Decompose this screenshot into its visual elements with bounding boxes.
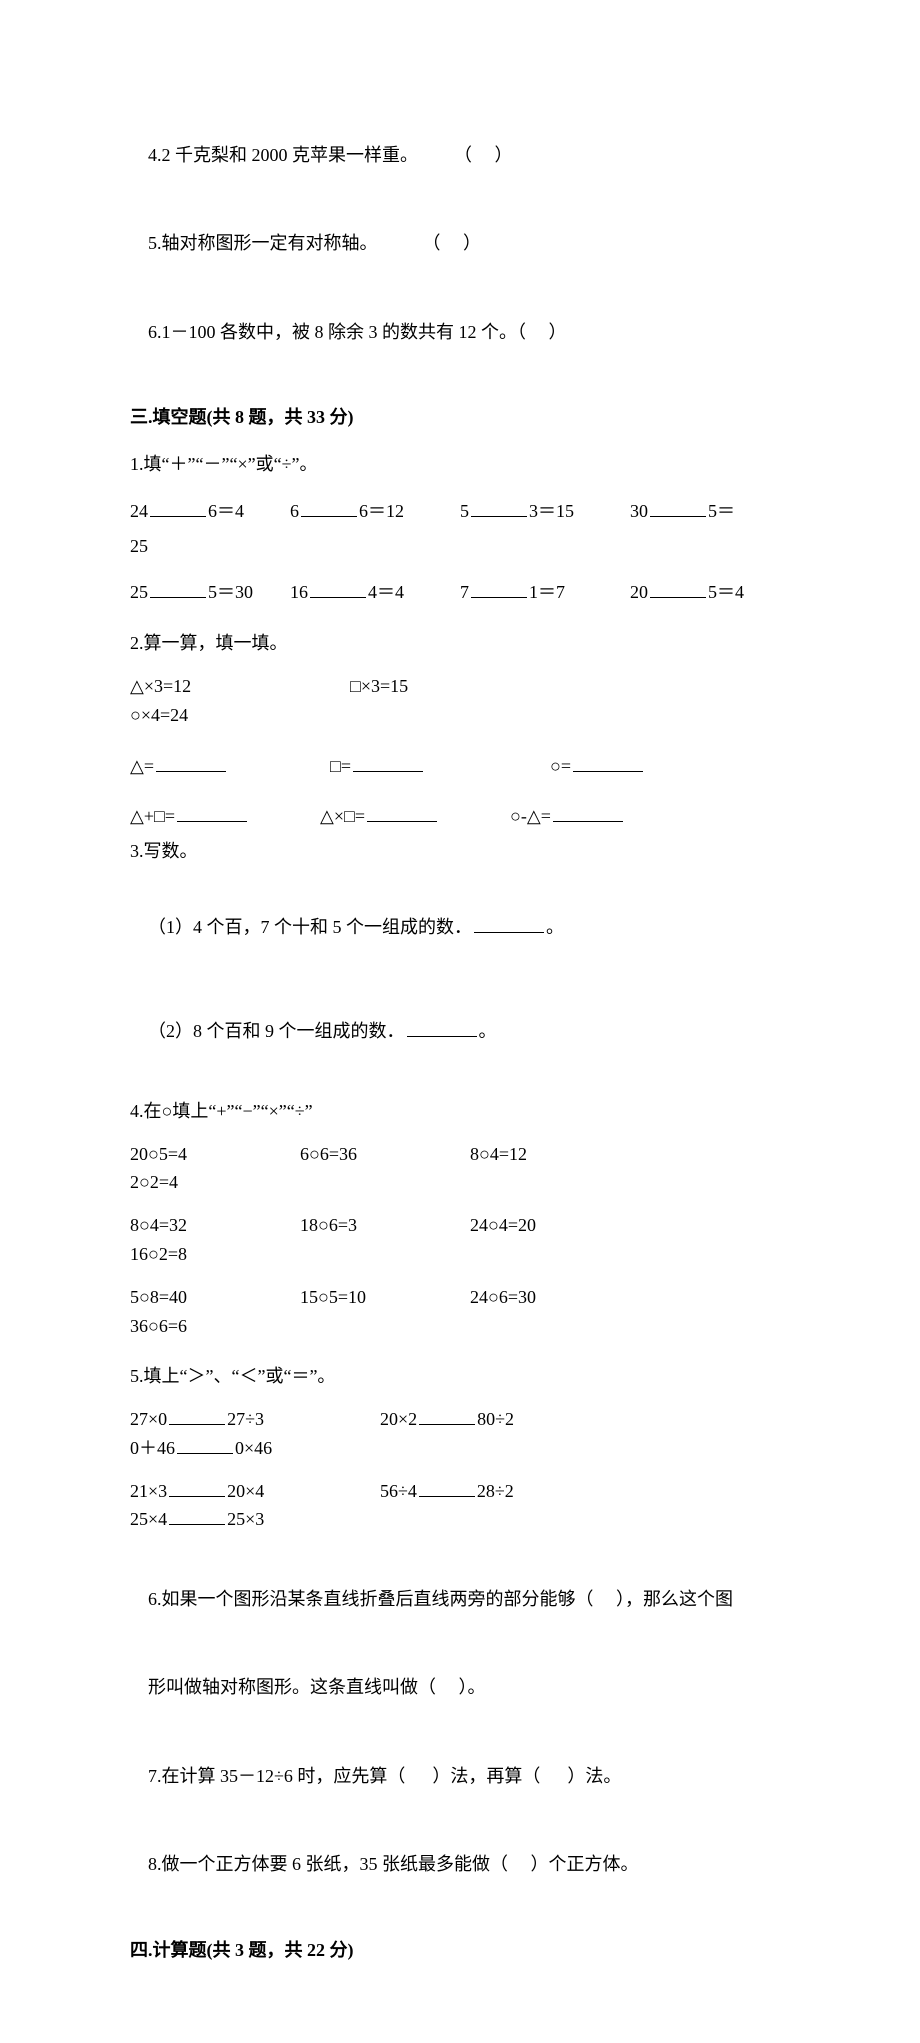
q2-row3: △+□= △×□= ○-△= bbox=[130, 802, 790, 831]
q4-r3-c1: 5○8=40 bbox=[130, 1283, 300, 1312]
q5-r1-c2: 20×280÷2 bbox=[380, 1405, 620, 1434]
q1-row2: 255＝30 164＝4 71＝7 205＝4 bbox=[130, 578, 790, 607]
q5-r1-c1: 27×027÷3 bbox=[130, 1405, 380, 1434]
blank bbox=[367, 803, 437, 822]
q1-r1-c4: 305＝ bbox=[630, 497, 790, 526]
q5-text: 5.填上“＞”、“＜”或“＝”。 bbox=[130, 1362, 790, 1391]
q2-r3-c3: ○-△= bbox=[510, 802, 710, 831]
blank bbox=[471, 579, 527, 598]
q6-line1: 6.如果一个图形沿某条直线折叠后直线两旁的部分能够（ ），那么这个图 bbox=[130, 1556, 790, 1642]
q1-r1-c2: 66＝12 bbox=[290, 497, 460, 526]
q4-row1: 20○5=4 6○6=36 8○4=12 2○2=4 bbox=[130, 1140, 790, 1198]
q5-row2: 21×320×4 56÷428÷2 25×425×3 bbox=[130, 1477, 790, 1535]
q2-r2-c3: ○= bbox=[550, 752, 750, 781]
q2-r1-c3: ○×4=24 bbox=[130, 701, 330, 730]
q4-r1-c4: 2○2=4 bbox=[130, 1168, 280, 1197]
blank bbox=[650, 498, 706, 517]
blank bbox=[156, 753, 226, 772]
q4-r3-c3: 24○6=30 bbox=[470, 1283, 660, 1312]
tf-item-6: 6.1－100 各数中，被 8 除余 3 的数共有 12 个。（ ） bbox=[130, 289, 790, 375]
blank bbox=[177, 1435, 233, 1454]
q2-r1-c1: △×3=12 bbox=[130, 672, 350, 701]
q1-r2-c3: 71＝7 bbox=[460, 578, 630, 607]
q2-text: 2.算一算，填一填。 bbox=[130, 629, 790, 658]
q2-r2-c2: □= bbox=[330, 752, 550, 781]
tf-text: 6.1－100 各数中，被 8 除余 3 的数共有 12 个。 bbox=[148, 322, 517, 342]
blank bbox=[353, 753, 423, 772]
q1-row1: 246＝4 66＝12 53＝15 305＝ bbox=[130, 497, 790, 526]
q4-r2-c4: 16○2=8 bbox=[130, 1240, 280, 1269]
blank bbox=[310, 579, 366, 598]
q5-row1: 27×027÷3 20×280÷2 0＋460×46 bbox=[130, 1405, 790, 1463]
tf-item-4: 4.2 千克梨和 2000 克苹果一样重。 （ ） bbox=[130, 112, 790, 198]
section-4-header: 四.计算题(共 3 题，共 22 分) bbox=[130, 1936, 790, 1965]
q8: 8.做一个正方体要 6 张纸，35 张纸最多能做（ ）个正方体。 bbox=[130, 1821, 790, 1907]
q2-r3-c1: △+□= bbox=[130, 802, 320, 831]
blank bbox=[650, 579, 706, 598]
blank bbox=[553, 803, 623, 822]
q4-r1-c1: 20○5=4 bbox=[130, 1140, 300, 1169]
q6-line2: 形叫做轴对称图形。这条直线叫做（ ）。 bbox=[130, 1645, 790, 1731]
blank bbox=[407, 1018, 477, 1037]
blank bbox=[169, 1478, 225, 1497]
q4-r2-c3: 24○4=20 bbox=[470, 1211, 660, 1240]
q7: 7.在计算 35－12÷6 时，应先算（ ）法，再算（ ）法。 bbox=[130, 1733, 790, 1819]
q1-r2-c2: 164＝4 bbox=[290, 578, 460, 607]
worksheet-page: 4.2 千克梨和 2000 克苹果一样重。 （ ） 5.轴对称图形一定有对称轴。… bbox=[0, 0, 920, 2043]
q1-r2-c4: 205＝4 bbox=[630, 578, 790, 607]
q2-row1: △×3=12 □×3=15 ○×4=24 bbox=[130, 672, 790, 730]
q5-r2-c3: 25×425×3 bbox=[130, 1505, 330, 1534]
tf-text: 4.2 千克梨和 2000 克苹果一样重。 bbox=[148, 145, 418, 165]
q5-r2-c1: 21×320×4 bbox=[130, 1477, 380, 1506]
blank bbox=[177, 803, 247, 822]
blank bbox=[573, 753, 643, 772]
q1-row1-tail: 25 bbox=[130, 532, 790, 561]
q4-r3-c2: 15○5=10 bbox=[300, 1283, 470, 1312]
q5-r2-c2: 56÷428÷2 bbox=[380, 1477, 620, 1506]
q4-text: 4.在○填上“+”“−”“×”“÷” bbox=[130, 1097, 790, 1126]
q4-r1-c3: 8○4=12 bbox=[470, 1140, 660, 1169]
blank bbox=[419, 1406, 475, 1425]
q2-r3-c2: △×□= bbox=[320, 802, 510, 831]
tf-text: 5.轴对称图形一定有对称轴。 bbox=[148, 233, 378, 253]
q3-text: 3.写数。 bbox=[130, 837, 790, 866]
q4-r3-c4: 36○6=6 bbox=[130, 1312, 280, 1341]
q2-r2-c1: △= bbox=[130, 752, 330, 781]
q1-r1-c3: 53＝15 bbox=[460, 497, 630, 526]
q4-r2-c1: 8○4=32 bbox=[130, 1211, 300, 1240]
q1-r1-c1: 246＝4 bbox=[130, 497, 290, 526]
q1-text: 1.填“＋”“－”“×”或“÷”。 bbox=[130, 450, 790, 479]
q3-sub2: （2）8 个百和 9 个一组成的数．。 bbox=[130, 988, 790, 1074]
tf-item-5: 5.轴对称图形一定有对称轴。 （ ） bbox=[130, 200, 790, 286]
section-3-header: 三.填空题(共 8 题，共 33 分) bbox=[130, 403, 790, 432]
blank bbox=[150, 579, 206, 598]
q4-row2: 8○4=32 18○6=3 24○4=20 16○2=8 bbox=[130, 1211, 790, 1269]
blank bbox=[471, 498, 527, 517]
q5-r1-c3: 0＋460×46 bbox=[130, 1434, 330, 1463]
q4-r2-c2: 18○6=3 bbox=[300, 1211, 470, 1240]
q1-r2-c1: 255＝30 bbox=[130, 578, 290, 607]
blank bbox=[301, 498, 357, 517]
q2-r1-c2: □×3=15 bbox=[350, 672, 610, 701]
q4-row3: 5○8=40 15○5=10 24○6=30 36○6=6 bbox=[130, 1283, 790, 1341]
q3-sub1: （1）4 个百，7 个十和 5 个一组成的数．。 bbox=[130, 884, 790, 970]
blank bbox=[169, 1406, 225, 1425]
blank bbox=[419, 1478, 475, 1497]
blank bbox=[474, 914, 544, 933]
q2-row2: △= □= ○= bbox=[130, 752, 790, 781]
blank bbox=[150, 498, 206, 517]
q4-r1-c2: 6○6=36 bbox=[300, 1140, 470, 1169]
blank bbox=[169, 1506, 225, 1525]
